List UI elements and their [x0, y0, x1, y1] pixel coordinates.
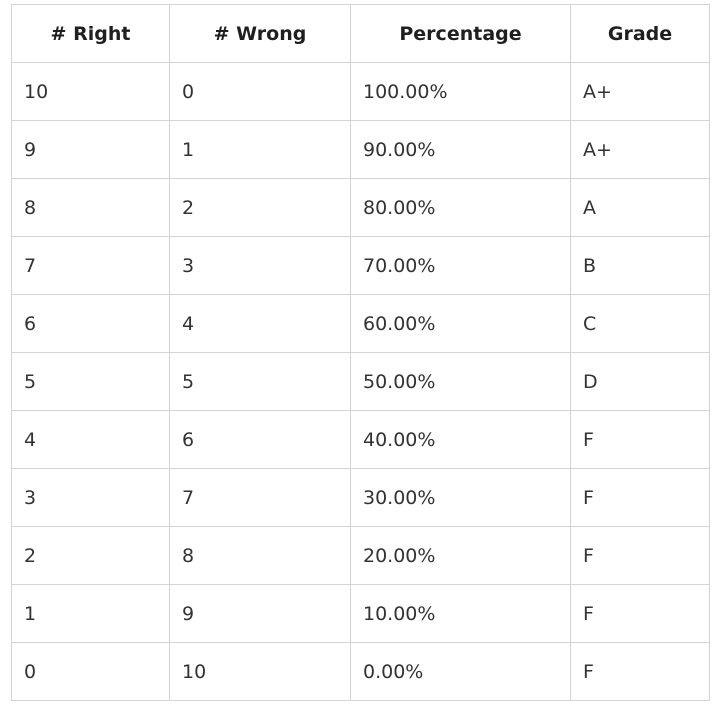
grade-table-container: # Right # Wrong Percentage Grade 10 0 10… — [11, 4, 710, 701]
cell-percentage: 30.00% — [350, 468, 571, 527]
cell-percentage: 100.00% — [350, 62, 571, 121]
cell-percentage: 90.00% — [350, 120, 571, 179]
cell-percentage: 40.00% — [350, 410, 571, 469]
cell-grade: A+ — [570, 62, 710, 121]
cell-grade: A — [570, 178, 710, 237]
cell-wrong: 7 — [169, 468, 351, 527]
cell-grade: A+ — [570, 120, 710, 179]
cell-grade: F — [570, 584, 710, 643]
cell-wrong: 3 — [169, 236, 351, 295]
table-row: 1 9 10.00% F — [11, 584, 710, 643]
header-row: # Right # Wrong Percentage Grade — [11, 4, 710, 63]
table-row: 3 7 30.00% F — [11, 468, 710, 527]
cell-right: 0 — [11, 642, 170, 701]
header-right: # Right — [11, 4, 170, 63]
cell-grade: C — [570, 294, 710, 353]
cell-percentage: 70.00% — [350, 236, 571, 295]
header-wrong: # Wrong — [169, 4, 351, 63]
cell-wrong: 4 — [169, 294, 351, 353]
cell-right: 1 — [11, 584, 170, 643]
table-row: 9 1 90.00% A+ — [11, 120, 710, 179]
cell-percentage: 0.00% — [350, 642, 571, 701]
table-row: 7 3 70.00% B — [11, 236, 710, 295]
grade-table: # Right # Wrong Percentage Grade 10 0 10… — [11, 4, 710, 701]
table-row: 5 5 50.00% D — [11, 352, 710, 411]
cell-right: 10 — [11, 62, 170, 121]
cell-grade: F — [570, 410, 710, 469]
cell-right: 4 — [11, 410, 170, 469]
table-header: # Right # Wrong Percentage Grade — [11, 4, 710, 63]
cell-right: 3 — [11, 468, 170, 527]
header-grade: Grade — [570, 4, 710, 63]
cell-right: 8 — [11, 178, 170, 237]
header-percentage: Percentage — [350, 4, 571, 63]
cell-wrong: 2 — [169, 178, 351, 237]
cell-percentage: 80.00% — [350, 178, 571, 237]
table-row: 2 8 20.00% F — [11, 526, 710, 585]
cell-wrong: 10 — [169, 642, 351, 701]
table-row: 4 6 40.00% F — [11, 410, 710, 469]
cell-grade: F — [570, 642, 710, 701]
cell-right: 9 — [11, 120, 170, 179]
cell-percentage: 10.00% — [350, 584, 571, 643]
cell-right: 6 — [11, 294, 170, 353]
table-row: 10 0 100.00% A+ — [11, 62, 710, 121]
cell-wrong: 0 — [169, 62, 351, 121]
cell-grade: D — [570, 352, 710, 411]
cell-wrong: 1 — [169, 120, 351, 179]
cell-grade: F — [570, 468, 710, 527]
table-row: 0 10 0.00% F — [11, 642, 710, 701]
cell-right: 5 — [11, 352, 170, 411]
cell-wrong: 6 — [169, 410, 351, 469]
cell-grade: F — [570, 526, 710, 585]
cell-grade: B — [570, 236, 710, 295]
cell-percentage: 20.00% — [350, 526, 571, 585]
cell-percentage: 60.00% — [350, 294, 571, 353]
cell-right: 7 — [11, 236, 170, 295]
cell-wrong: 8 — [169, 526, 351, 585]
table-row: 6 4 60.00% C — [11, 294, 710, 353]
table-row: 8 2 80.00% A — [11, 178, 710, 237]
cell-percentage: 50.00% — [350, 352, 571, 411]
table-body: 10 0 100.00% A+ 9 1 90.00% A+ 8 2 80.00%… — [11, 62, 710, 701]
cell-right: 2 — [11, 526, 170, 585]
cell-wrong: 5 — [169, 352, 351, 411]
cell-wrong: 9 — [169, 584, 351, 643]
